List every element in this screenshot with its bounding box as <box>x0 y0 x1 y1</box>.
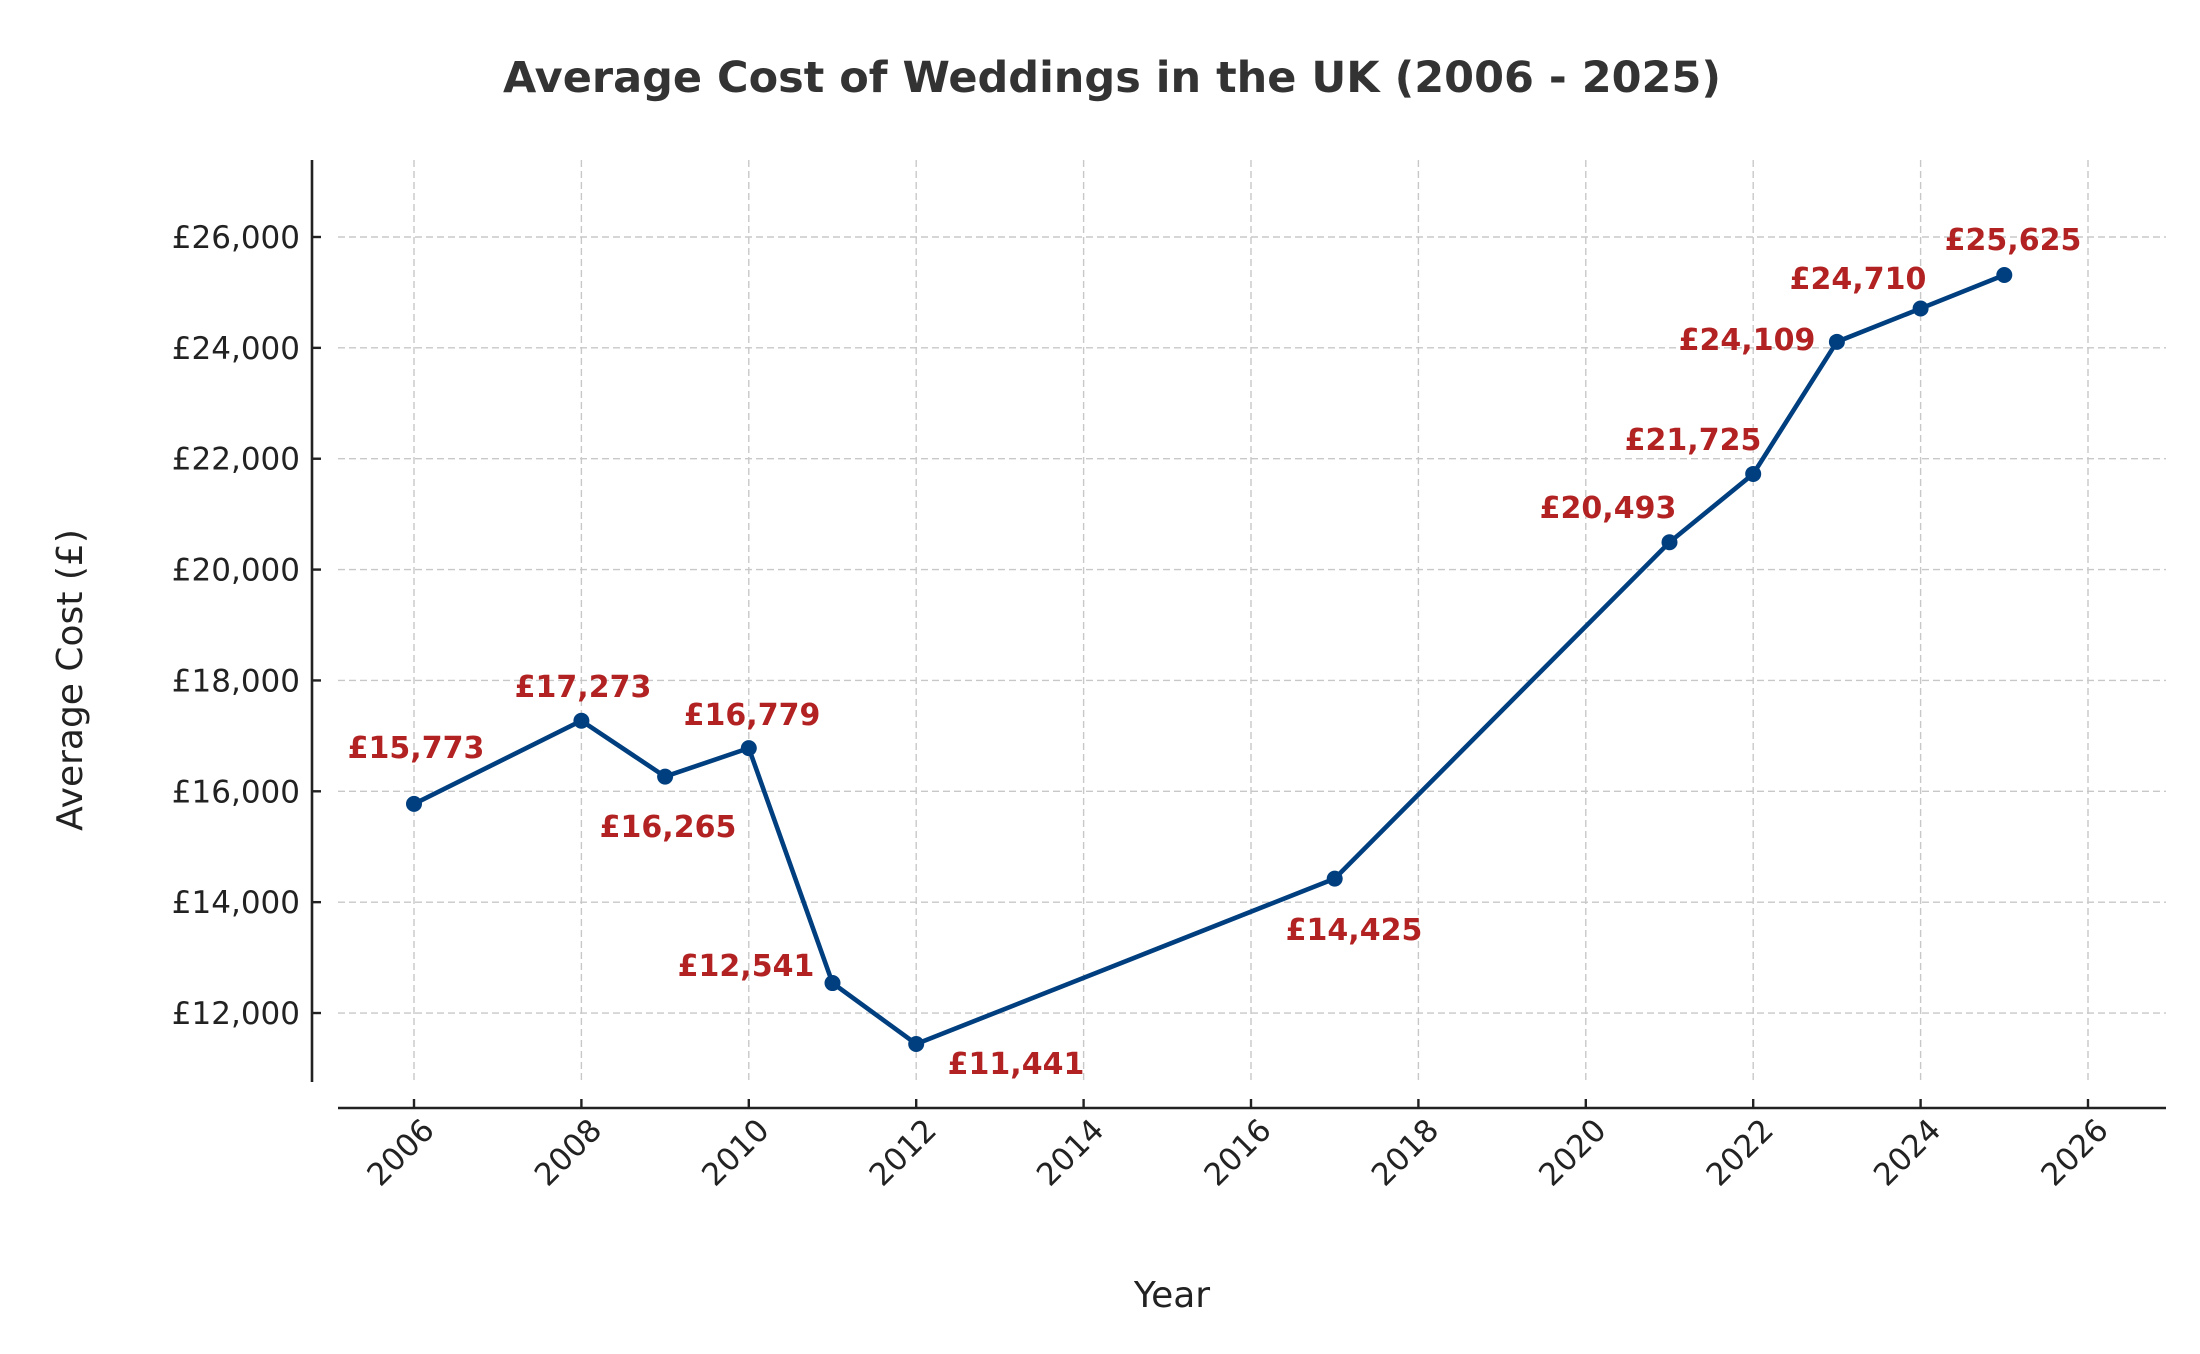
gridlines <box>338 160 2166 1082</box>
x-tick-label: 2018 <box>1365 1112 1446 1193</box>
y-tick-label: £18,000 <box>172 663 300 699</box>
data-labels: £15,773 £17,273 £16,265 £16,779 £12,541 £11,4… <box>348 223 2082 1082</box>
data-point-marker <box>740 740 757 757</box>
y-tick-label: £16,000 <box>172 774 300 810</box>
data-label: £14,425 <box>1286 913 1423 948</box>
data-point-marker <box>908 1036 925 1053</box>
y-axis-ticks: £12,000 £14,000 £16,000 £18,000 £20,000 £22,0… <box>172 220 321 1032</box>
data-point-marker <box>657 768 674 785</box>
data-label: £16,779 <box>684 698 821 733</box>
y-tick-label: £22,000 <box>172 442 300 478</box>
data-label: £16,265 <box>600 810 737 845</box>
chart-title: Average Cost of Weddings in the UK (2006… <box>503 53 1721 103</box>
y-tick-label: £24,000 <box>172 331 300 367</box>
data-label: £17,273 <box>515 670 652 705</box>
x-tick-label: 2026 <box>2034 1112 2115 1193</box>
x-tick-label: 2008 <box>528 1112 609 1193</box>
data-label: £15,773 <box>348 731 485 766</box>
data-point-marker <box>1661 534 1678 551</box>
data-label: £12,541 <box>678 949 815 984</box>
data-label: £25,625 <box>1945 223 2082 258</box>
data-point-marker <box>1828 333 1845 350</box>
y-tick-label: £12,000 <box>172 996 300 1032</box>
x-tick-label: 2022 <box>1700 1112 1781 1193</box>
data-point-marker <box>1996 266 2013 283</box>
data-point-marker <box>1745 465 1762 482</box>
data-label: £24,710 <box>1790 262 1927 297</box>
data-point-marker <box>573 712 590 729</box>
data-label: £20,493 <box>1540 491 1677 526</box>
data-point-marker <box>1326 870 1343 887</box>
y-tick-label: £14,000 <box>172 885 300 921</box>
data-label: £24,109 <box>1679 323 1816 358</box>
x-tick-label: 2016 <box>1197 1112 1278 1193</box>
x-tick-label: 2024 <box>1867 1112 1948 1193</box>
x-tick-label: 2012 <box>863 1112 944 1193</box>
y-axis-label: Average Cost (£) <box>50 529 91 831</box>
data-point-marker <box>1912 300 1929 317</box>
y-tick-label: £26,000 <box>172 220 300 256</box>
x-axis-label: Year <box>1133 1275 1210 1316</box>
x-tick-label: 2020 <box>1532 1112 1613 1193</box>
x-axis-ticks: 2006 2008 2010 2012 2014 2016 2018 2020 2022 2024… <box>360 1099 2116 1193</box>
data-series <box>406 266 2013 1053</box>
data-label: £21,725 <box>1625 423 1762 458</box>
data-point-marker <box>824 975 841 992</box>
x-tick-label: 2014 <box>1030 1112 1111 1193</box>
series-line <box>412 272 2006 1047</box>
y-tick-label: £20,000 <box>172 553 300 589</box>
x-tick-label: 2010 <box>695 1112 776 1193</box>
data-point-marker <box>406 795 422 812</box>
x-tick-label: 2006 <box>360 1112 441 1193</box>
data-label: £11,441 <box>948 1047 1085 1082</box>
